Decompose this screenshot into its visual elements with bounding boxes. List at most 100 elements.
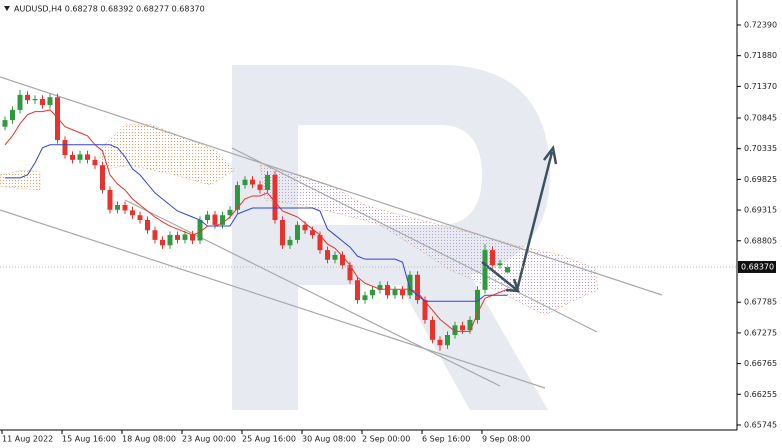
- candle-body: [70, 155, 75, 160]
- candle-body: [497, 263, 503, 266]
- y-tick-label: 0.66765: [744, 359, 777, 368]
- candle-body: [242, 179, 248, 186]
- candle-body: [160, 239, 165, 246]
- candle-body: [400, 289, 405, 296]
- candle-body: [197, 220, 203, 241]
- candle-body: [272, 174, 278, 221]
- ichimoku-cloud: [0, 123, 599, 316]
- candle-body: [317, 235, 323, 251]
- candle-body: [25, 94, 30, 101]
- y-tick-label: 0.69315: [744, 206, 777, 215]
- chart-header: AUDUSD,H4 0.68278 0.68392 0.68277 0.6837…: [14, 5, 205, 14]
- candle-body: [145, 220, 150, 231]
- current-price-tag: [738, 260, 776, 273]
- candle-body: [235, 185, 240, 210]
- channel-line: [124, 199, 501, 387]
- candle-body: [422, 300, 428, 320]
- candle-body: [167, 235, 173, 246]
- candle-body: [10, 109, 15, 121]
- y-tick-label: 0.72390: [744, 20, 777, 29]
- candle-body: [347, 265, 353, 281]
- y-tick-label: 0.66255: [744, 390, 777, 399]
- y-tick-label: 0.71370: [744, 82, 777, 91]
- candle-body: [62, 139, 68, 156]
- arrow-head: [543, 144, 558, 165]
- candle-body: [377, 285, 383, 290]
- candle-body: [85, 154, 90, 160]
- y-tick-label: 0.70845: [744, 113, 777, 122]
- channel-lines: [0, 76, 663, 389]
- candle-body: [212, 214, 218, 225]
- candle-body: [362, 295, 368, 301]
- candle-body: [475, 289, 480, 320]
- candle-body: [467, 319, 473, 331]
- x-tick-label: 30 Aug 08:00: [302, 435, 356, 444]
- candle-body: [107, 189, 113, 210]
- x-tick-label: 15 Aug 16:00: [62, 435, 116, 444]
- y-tick-label: 0.65745: [744, 421, 777, 430]
- x-tick-label: 11 Aug 2022: [2, 435, 53, 444]
- candle-body: [175, 235, 180, 240]
- channel-line: [0, 209, 546, 389]
- candle-body: [100, 165, 105, 190]
- candle-body: [505, 266, 510, 273]
- candle-body: [392, 289, 398, 296]
- candle-body: [415, 274, 420, 301]
- x-tick-label: 18 Aug 08:00: [122, 435, 176, 444]
- candle-body: [77, 154, 83, 160]
- candle-body: [355, 280, 360, 301]
- candle-body: [92, 159, 98, 166]
- candle-body: [40, 99, 45, 106]
- candle-body: [407, 274, 413, 296]
- candle-body: [17, 94, 23, 110]
- candle-body: [205, 214, 210, 221]
- candle-body: [340, 254, 345, 266]
- candle-body: [220, 215, 225, 225]
- candle-body: [445, 335, 450, 346]
- candle-body: [2, 120, 8, 127]
- candle-body: [32, 99, 38, 101]
- candle-body: [302, 224, 308, 231]
- candle-body: [47, 97, 53, 106]
- candle-body: [452, 325, 458, 336]
- cloud-segment: [99, 123, 236, 186]
- candle-body: [437, 339, 443, 346]
- x-tick-label: 2 Sep 00:00: [362, 435, 410, 444]
- x-tick-label: 25 Aug 16:00: [242, 435, 296, 444]
- candle-body: [182, 234, 188, 240]
- channel-line: [0, 76, 663, 296]
- arrow-head: [505, 278, 520, 293]
- candle-body: [265, 174, 270, 190]
- y-tick-label: 0.70335: [744, 144, 777, 153]
- plot: [2, 89, 510, 351]
- candle-body: [122, 204, 128, 211]
- channel-line: [231, 147, 598, 333]
- symbol-menu-icon[interactable]: [4, 6, 10, 11]
- candle-body: [280, 220, 285, 246]
- y-tick-label: 0.71880: [744, 51, 777, 60]
- candle-body: [257, 184, 263, 190]
- candle-body: [430, 319, 435, 340]
- candle-body: [325, 250, 330, 260]
- candle-body: [287, 239, 293, 246]
- candle-body: [115, 204, 120, 210]
- candle-body: [152, 230, 158, 240]
- watermark-stem: [232, 65, 298, 410]
- candle-body: [385, 285, 390, 296]
- current-price-label: 0.68370: [741, 262, 774, 271]
- indicator-line: [5, 144, 508, 302]
- candle-body: [370, 289, 375, 296]
- candle-body: [310, 230, 315, 236]
- candle-body: [295, 224, 300, 240]
- candle-body: [482, 250, 488, 290]
- candle-body: [190, 234, 195, 241]
- candle-body: [460, 325, 465, 331]
- candle-body: [227, 209, 233, 216]
- candle-body: [55, 97, 60, 140]
- y-tick-label: 0.67785: [744, 298, 777, 307]
- forecast-arrows: [481, 144, 558, 293]
- y-tick-label: 0.67275: [744, 328, 777, 337]
- y-tick-label: 0.69825: [744, 175, 777, 184]
- x-tick-label: 23 Aug 00:00: [182, 435, 236, 444]
